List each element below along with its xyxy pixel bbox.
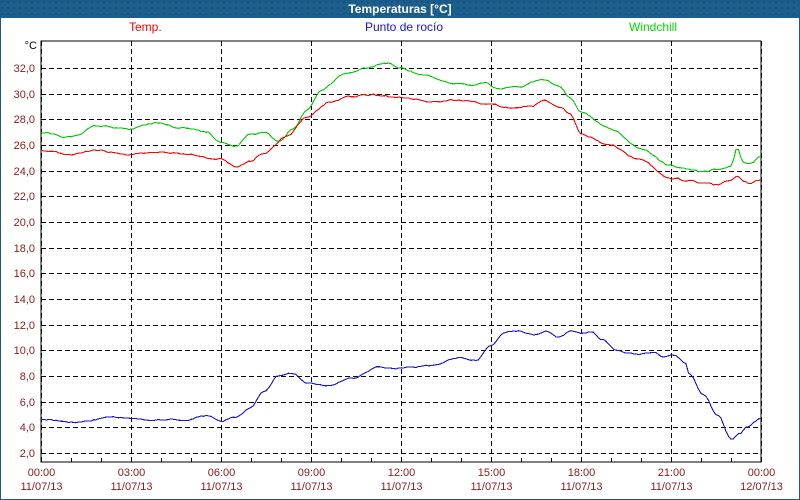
- svg-text:18:00: 18:00: [568, 467, 596, 479]
- svg-text:00:00: 00:00: [748, 467, 776, 479]
- svg-text:11/07/13: 11/07/13: [470, 481, 512, 493]
- svg-text:14,0: 14,0: [14, 294, 35, 306]
- svg-text:03:00: 03:00: [118, 467, 146, 479]
- svg-text:6,0: 6,0: [20, 397, 35, 409]
- svg-text:09:00: 09:00: [298, 467, 326, 479]
- svg-text:00:00: 00:00: [28, 467, 56, 479]
- svg-text:21:00: 21:00: [658, 467, 686, 479]
- svg-text:11/07/13: 11/07/13: [290, 481, 332, 493]
- svg-text:18,0: 18,0: [14, 243, 35, 255]
- svg-text:26,0: 26,0: [14, 140, 35, 152]
- svg-text:11/07/13: 11/07/13: [650, 481, 692, 493]
- svg-text:32,0: 32,0: [14, 63, 35, 75]
- svg-text:4,0: 4,0: [20, 422, 35, 434]
- svg-text:22,0: 22,0: [14, 191, 35, 203]
- svg-text:28,0: 28,0: [14, 114, 35, 126]
- svg-text:06:00: 06:00: [208, 467, 236, 479]
- svg-text:10,0: 10,0: [14, 345, 35, 357]
- svg-text:°C: °C: [25, 40, 37, 52]
- svg-text:11/07/13: 11/07/13: [110, 481, 152, 493]
- svg-text:12,0: 12,0: [14, 320, 35, 332]
- svg-text:11/07/13: 11/07/13: [380, 481, 422, 493]
- svg-text:12:00: 12:00: [388, 467, 416, 479]
- svg-text:8,0: 8,0: [20, 371, 35, 383]
- svg-text:20,0: 20,0: [14, 217, 35, 229]
- svg-text:12/07/13: 12/07/13: [740, 481, 783, 493]
- svg-text:11/07/13: 11/07/13: [20, 481, 62, 493]
- svg-text:11/07/13: 11/07/13: [200, 481, 242, 493]
- svg-text:24,0: 24,0: [14, 166, 35, 178]
- svg-text:16,0: 16,0: [14, 268, 35, 280]
- svg-text:30,0: 30,0: [14, 89, 35, 101]
- svg-text:2,0: 2,0: [20, 448, 35, 460]
- svg-text:11/07/13: 11/07/13: [560, 481, 602, 493]
- svg-text:15:00: 15:00: [478, 467, 506, 479]
